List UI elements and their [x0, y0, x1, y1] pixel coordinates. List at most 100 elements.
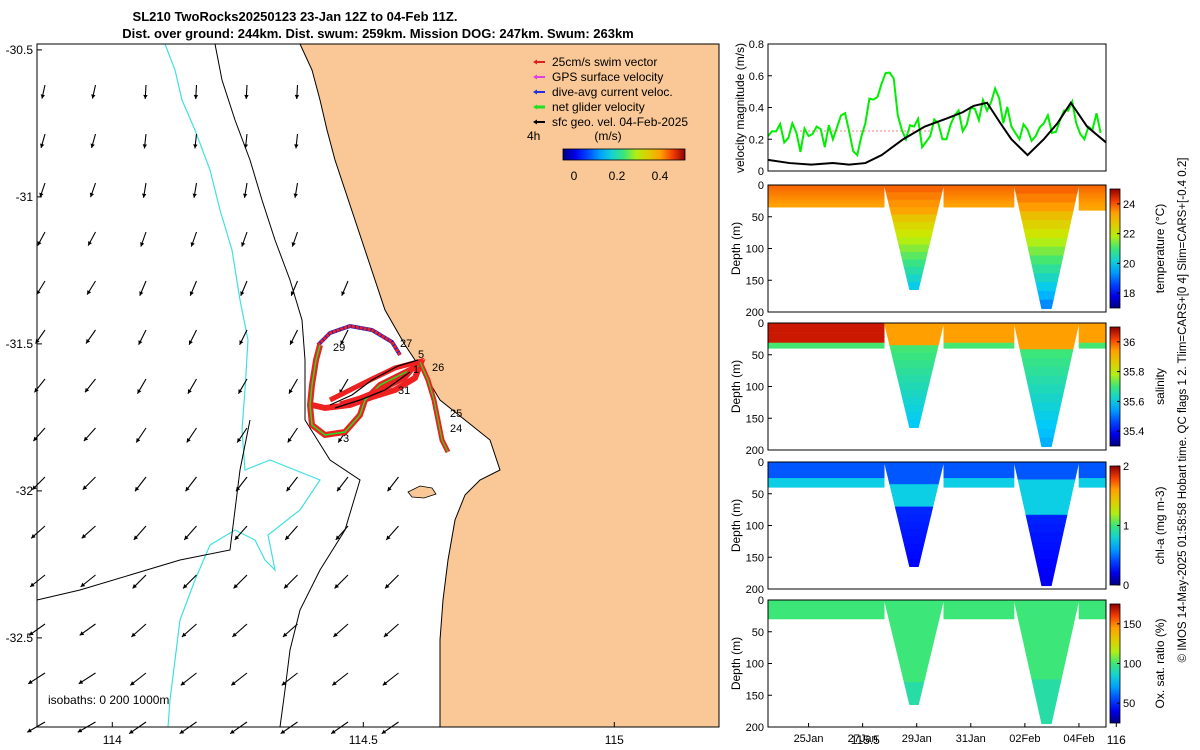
section-cell [1031, 402, 1062, 412]
vector-head [231, 681, 236, 686]
legend-interval: 4h [527, 129, 540, 143]
section-cell [889, 345, 939, 354]
time-tick-label: 31Jan [956, 733, 986, 745]
section-cell [902, 536, 927, 545]
vector-head [187, 389, 192, 394]
section-cell [1078, 469, 1107, 472]
section-cell [943, 617, 1015, 620]
section-cell [1021, 220, 1072, 230]
section-cell [1029, 393, 1064, 403]
section-cell [943, 205, 1015, 208]
section-cell [1078, 208, 1107, 211]
section-cell [1078, 483, 1107, 486]
vector-head [179, 729, 185, 734]
section-cell [1078, 202, 1107, 206]
section-cell [892, 499, 936, 508]
section-cell [900, 529, 928, 538]
section-cell [1039, 437, 1054, 448]
vector-head [88, 241, 92, 246]
vector-head [137, 389, 142, 394]
section-cell [767, 333, 885, 336]
vector-head [82, 485, 88, 490]
section-cell [896, 237, 932, 246]
section-cell [1021, 635, 1072, 645]
vector-head [89, 192, 94, 198]
section-colorbar [1109, 326, 1121, 447]
section-cell [1021, 497, 1072, 507]
section-cell [943, 346, 1015, 349]
section-cell [892, 637, 936, 646]
vector-head [81, 534, 87, 539]
section-cell [894, 367, 934, 376]
colorbar-tick-label: 20 [1123, 258, 1135, 270]
section-cell [1025, 652, 1068, 663]
vector-head [386, 535, 391, 540]
vector-head [336, 486, 342, 492]
island-rottnest [407, 485, 437, 499]
day-label: 29 [333, 342, 345, 354]
vector-head [281, 681, 287, 686]
section-cell [1078, 324, 1107, 327]
vector-head [134, 486, 140, 492]
section-chl-a: 0 50 100 150 200 Depth (m) 0 1 2 chl-a (mg m-3) [729, 457, 1167, 596]
section-cell [767, 344, 885, 347]
section-y-tick-label: 200 [746, 307, 764, 319]
vector-head [237, 437, 242, 443]
section-cell [894, 644, 934, 653]
section-cell [767, 617, 885, 620]
section-cell [767, 479, 885, 483]
vector-head [36, 290, 41, 295]
section-cell [1078, 463, 1107, 466]
vector-head [293, 193, 298, 198]
vector-head [31, 534, 36, 539]
section-cell [943, 339, 1015, 342]
section-cell [1031, 679, 1062, 689]
section-cell [894, 229, 934, 238]
legend-swatch-head [533, 104, 537, 110]
speed-colorbar-tick: 0.4 [652, 169, 669, 183]
vector-head [192, 193, 197, 198]
vector-head [239, 340, 244, 345]
time-tick-label: 29Jan [902, 733, 932, 745]
surface-vectors [26, 84, 399, 735]
colorbar-tick-label: 0 [1123, 580, 1129, 592]
section-y-tick-label: 0 [758, 180, 764, 192]
vector-head [234, 535, 240, 540]
section-cell [1035, 282, 1058, 292]
velocity-plot-bg [768, 44, 1106, 171]
vector-head [37, 241, 42, 246]
section-cell [1078, 330, 1107, 333]
section-cell [1013, 599, 1080, 610]
section-cell [898, 382, 930, 391]
section-cell [1039, 576, 1054, 587]
section-cell [1019, 488, 1074, 498]
velocity-y-tick-label: 0 [758, 166, 764, 178]
vector-head [180, 681, 186, 686]
section-cell [1029, 255, 1064, 265]
section-y-tick-label: 100 [746, 659, 764, 671]
vector-head [382, 681, 388, 686]
vector-head [243, 144, 249, 149]
vector-head [280, 729, 286, 734]
vector-head [286, 486, 291, 492]
section-cell [907, 420, 921, 429]
vector-head [143, 94, 148, 99]
colorbar-tick-label: 22 [1123, 229, 1135, 241]
section-cell [767, 326, 885, 329]
vector-head [184, 535, 189, 540]
section-cell [1015, 608, 1078, 618]
section-cell [907, 559, 921, 568]
colorbar-tick-label: 24 [1123, 199, 1135, 211]
map-title-line1: SL210 TwoRocks20250123 23-Jan 12Z to 04-… [133, 9, 458, 24]
vector-head [282, 632, 288, 637]
track-main-loop-net [309, 344, 421, 436]
section-cell [894, 506, 934, 515]
vector-head [28, 679, 33, 684]
section-ylabel: Depth (m) [729, 360, 743, 413]
section-cell [943, 485, 1015, 488]
section-cell [1033, 411, 1060, 421]
day-label: 1 [413, 364, 419, 376]
section-cell [1078, 335, 1107, 338]
section-cell [943, 483, 1015, 486]
